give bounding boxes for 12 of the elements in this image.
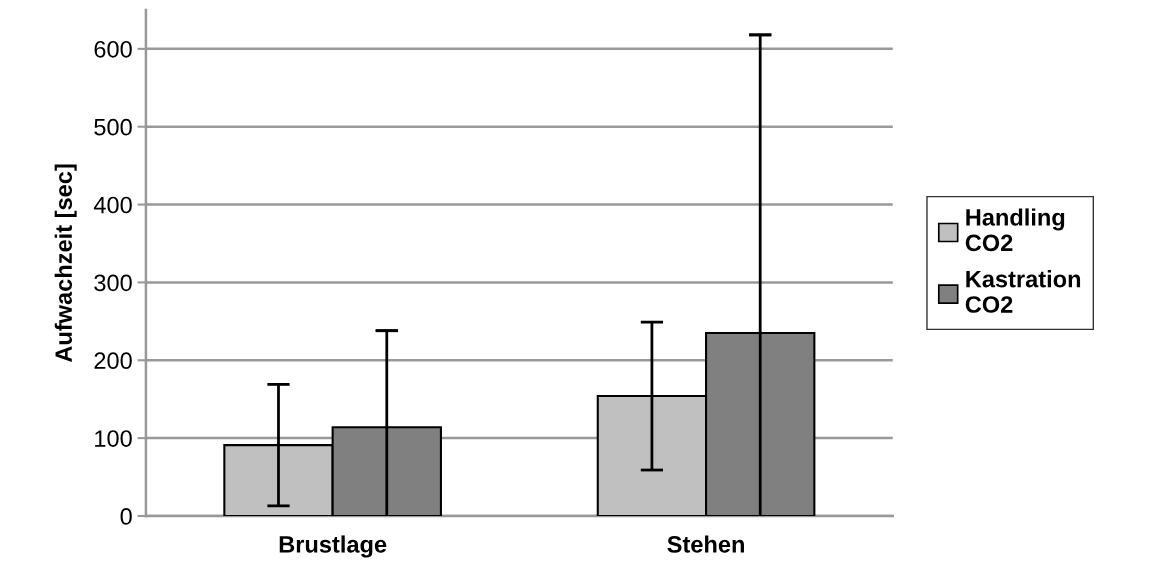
x-tick-label: Stehen bbox=[667, 535, 744, 553]
y-tick-label: 100 bbox=[95, 430, 132, 447]
legend-label: Handling CO2 bbox=[965, 208, 1065, 252]
y-tick-label: 400 bbox=[93, 196, 132, 214]
legend-label: Kastration CO2 bbox=[965, 270, 1081, 313]
y-tick-label: 500 bbox=[94, 118, 132, 136]
y-tick-label: 0 bbox=[120, 508, 132, 525]
y-tick-label: 200 bbox=[94, 352, 132, 370]
y-axis-title: Aufwachzeit [sec] bbox=[54, 164, 77, 363]
y-tick-label: 600 bbox=[94, 40, 132, 58]
y-tick-label: 300 bbox=[94, 274, 132, 292]
x-tick-label: Brustlage bbox=[279, 535, 387, 558]
